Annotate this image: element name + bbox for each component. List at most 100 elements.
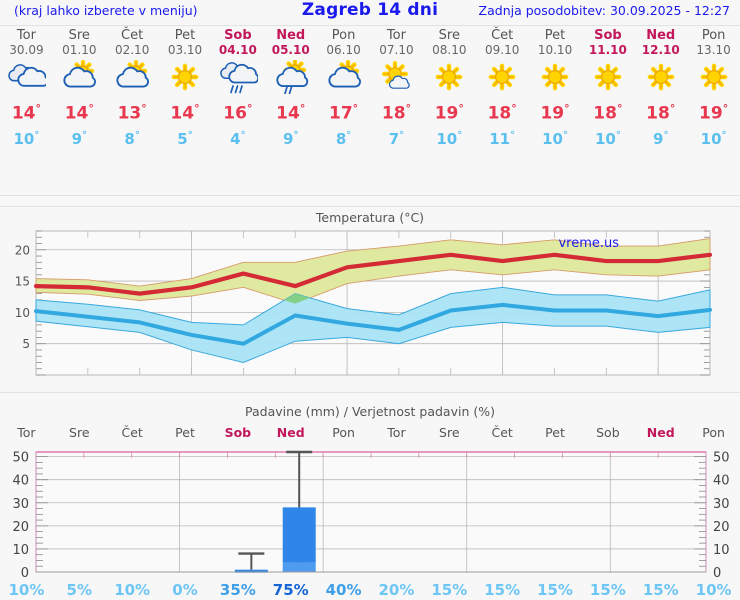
day-max-temperature-value: 18 <box>593 103 617 124</box>
day-name: Čet <box>491 28 514 43</box>
day-max-temperature-value: 19 <box>434 103 459 124</box>
day-min-temperature-value: 11 <box>489 129 511 148</box>
svg-text:20: 20 <box>713 520 730 535</box>
forecast-day-column[interactable]: Ned 05.10 14° 9° <box>264 28 317 149</box>
forecast-day-column[interactable]: Ned 12.10 18° 9° <box>634 28 687 149</box>
days-divider <box>0 195 740 196</box>
svg-text:20: 20 <box>12 520 29 535</box>
precipitation-probability: 15% <box>642 581 679 599</box>
precipitation-probability: 0% <box>172 581 198 599</box>
last-update-label: Zadnja posodobitev: 30.09.2025 - 12:27 <box>478 3 730 18</box>
sunny-icon <box>687 57 740 97</box>
forecast-day-strip: Tor 30.09 14° 10° Sre 01.10 14° 9° Čet 02.10 13… <box>0 28 740 149</box>
partly-sunny-icon <box>106 57 159 97</box>
day-max-temperature: 18° <box>581 97 634 126</box>
forecast-day-column[interactable]: Pon 06.10 17° 8° <box>317 28 370 149</box>
day-min-temperature: 11° <box>476 126 529 149</box>
day-date: 01.10 <box>62 43 97 57</box>
forecast-day-column[interactable]: Pet 10.10 19° 10° <box>529 28 582 149</box>
precipitation-chart: 0 0 10 10 20 20 30 30 40 40 50 50 <box>12 451 730 579</box>
precipitation-day-label: Čet <box>491 425 513 440</box>
degree-symbol: ° <box>141 102 147 115</box>
day-name: Tor <box>16 28 36 43</box>
day-max-temperature-value: 19 <box>699 103 723 124</box>
precipitation-day-labels: Tor Sre Čet Pet Sob Ned Pon Tor Sre Čet Pet Sob Ned P… <box>0 425 740 440</box>
day-min-temperature: 8° <box>106 126 159 149</box>
day-min-temperature-value: 7 <box>388 129 400 148</box>
location-menu-note: (kraj lahko izberete v meniju) <box>14 3 198 18</box>
day-max-temperature: 14° <box>159 97 212 126</box>
forecast-day-column[interactable]: Pet 03.10 14° 5° <box>159 28 212 149</box>
svg-text:0: 0 <box>21 566 29 579</box>
degree-symbol: ° <box>82 129 87 141</box>
precipitation-day-label: Pet <box>545 425 565 440</box>
degree-symbol: ° <box>346 129 352 141</box>
day-date: 07.10 <box>379 43 414 57</box>
day-min-temperature: 9° <box>634 126 687 149</box>
precipitation-probability: 40% <box>325 581 362 599</box>
svg-text:0: 0 <box>713 566 721 579</box>
day-max-temperature-value: 16 <box>223 103 247 124</box>
precipitation-day-label: Tor <box>17 425 36 440</box>
sun-small-cloud-icon <box>370 57 423 97</box>
precipitation-probability: 10% <box>695 581 732 599</box>
day-max-temperature: 19° <box>687 97 740 126</box>
day-max-temperature-value: 13 <box>117 103 142 124</box>
precipitation-probability: 75% <box>272 581 309 599</box>
degree-symbol: ° <box>564 102 570 115</box>
day-min-temperature: 10° <box>687 126 740 149</box>
precipitation-day-label: Sre <box>69 425 90 440</box>
day-date: 30.09 <box>9 43 44 57</box>
day-name: Pet <box>544 28 566 43</box>
day-name: Čet <box>121 28 144 43</box>
forecast-day-column[interactable]: Sre 01.10 14° 9° <box>53 28 106 149</box>
day-max-temperature-value: 14 <box>11 103 36 124</box>
day-min-temperature: 7° <box>370 126 423 149</box>
precipitation-day-label: Pon <box>332 425 355 440</box>
day-max-temperature: 14° <box>0 97 53 126</box>
svg-text:vreme.us: vreme.us <box>558 236 619 251</box>
day-date: 02.10 <box>114 43 150 57</box>
svg-text:30: 30 <box>12 497 29 512</box>
forecast-day-column[interactable]: Tor 07.10 18° 7° <box>370 28 423 149</box>
svg-text:15: 15 <box>15 275 30 289</box>
day-max-temperature-value: 18 <box>381 103 406 124</box>
day-min-temperature-value: 9 <box>71 129 82 148</box>
day-min-temperature-value: 8 <box>335 129 347 148</box>
forecast-day-column[interactable]: Tor 30.09 14° 10° <box>0 28 53 149</box>
day-min-temperature-value: 10 <box>700 129 722 148</box>
day-name: Pon <box>701 28 726 43</box>
degree-symbol: ° <box>457 129 463 141</box>
precipitation-probability: 15% <box>431 581 468 599</box>
day-name: Ned <box>276 28 306 43</box>
precipitation-probability: 10% <box>8 581 45 599</box>
day-name: Sob <box>224 28 252 43</box>
day-max-temperature: 18° <box>476 97 529 126</box>
precipitation-probability: 20% <box>378 581 415 599</box>
degree-symbol: ° <box>458 102 464 115</box>
forecast-day-column[interactable]: Sob 04.10 16° 4° <box>211 28 264 149</box>
svg-text:40: 40 <box>12 474 29 489</box>
forecast-day-column[interactable]: Pon 13.10 19° 10° <box>687 28 740 149</box>
day-date: 12.10 <box>641 43 680 57</box>
temperature-section-divider <box>0 206 740 207</box>
day-name: Pet <box>174 28 196 43</box>
page-title: Zagreb 14 dni <box>301 0 439 20</box>
day-min-temperature: 9° <box>53 126 106 149</box>
svg-text:10: 10 <box>15 306 30 320</box>
precipitation-probability: 15% <box>484 581 521 599</box>
forecast-day-column[interactable]: Čet 02.10 13° 8° <box>106 28 159 149</box>
day-date: 08.10 <box>432 43 467 57</box>
precipitation-day-label: Čet <box>121 425 143 440</box>
day-max-temperature-value: 17 <box>329 103 353 124</box>
forecast-day-column[interactable]: Čet 09.10 18° 11° <box>476 28 529 149</box>
day-date: 09.10 <box>484 43 520 57</box>
degree-symbol: ° <box>293 129 299 141</box>
forecast-day-column[interactable]: Sob 11.10 18° 10° <box>581 28 634 149</box>
day-max-temperature: 18° <box>370 97 423 126</box>
forecast-day-column[interactable]: Sre 08.10 19° 10° <box>423 28 476 149</box>
day-min-temperature-value: 5 <box>177 129 188 148</box>
sunny-icon <box>423 57 476 97</box>
degree-symbol: ° <box>194 102 200 115</box>
degree-symbol: ° <box>616 102 623 115</box>
